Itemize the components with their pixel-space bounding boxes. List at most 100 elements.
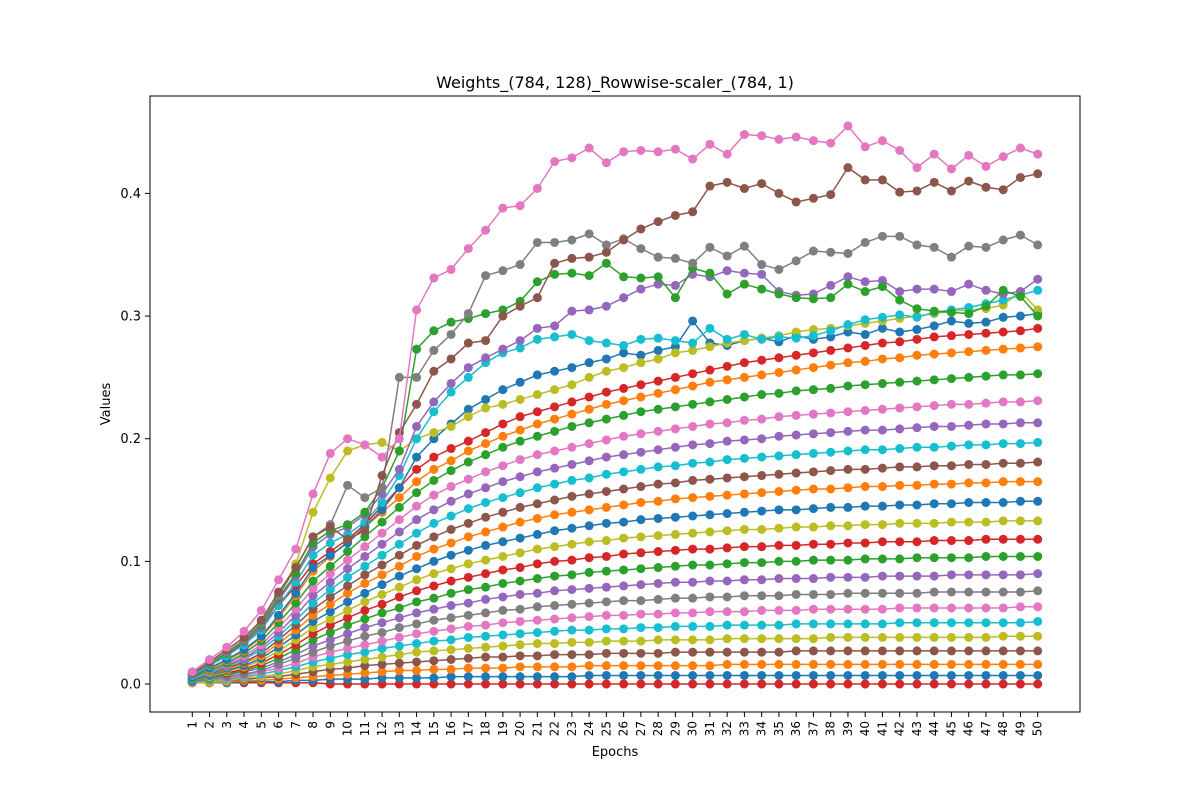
- data-point: [964, 347, 974, 357]
- data-point: [791, 589, 801, 599]
- data-point: [394, 434, 404, 444]
- data-point: [343, 547, 353, 557]
- data-point: [1015, 458, 1025, 468]
- data-point: [412, 540, 422, 550]
- data-point: [377, 636, 387, 646]
- data-point: [412, 501, 422, 511]
- data-point: [619, 467, 629, 477]
- data-point: [912, 588, 922, 598]
- data-point: [429, 636, 439, 646]
- data-point: [860, 445, 870, 455]
- data-point: [895, 287, 905, 297]
- data-point: [343, 643, 353, 653]
- data-point: [429, 532, 439, 542]
- data-point: [567, 235, 577, 245]
- data-point: [256, 605, 266, 615]
- series-group: [187, 121, 1043, 689]
- data-point: [550, 556, 560, 566]
- data-point: [636, 334, 646, 344]
- data-point: [567, 397, 577, 407]
- data-point: [877, 588, 887, 598]
- data-point: [670, 545, 680, 555]
- data-point: [636, 429, 646, 439]
- data-point: [584, 305, 594, 315]
- data-point: [860, 670, 870, 680]
- data-point: [515, 301, 525, 311]
- data-point: [774, 431, 784, 441]
- data-point: [791, 522, 801, 532]
- data-point: [860, 340, 870, 350]
- data-point: [584, 650, 594, 660]
- data-point: [256, 615, 266, 625]
- data-point: [601, 354, 611, 364]
- data-point: [619, 549, 629, 559]
- data-point: [877, 520, 887, 530]
- data-point: [722, 607, 732, 617]
- data-point: [722, 670, 732, 680]
- x-tick-label: 23: [565, 721, 579, 736]
- data-point: [377, 667, 387, 677]
- data-point: [308, 598, 318, 608]
- data-point: [394, 561, 404, 571]
- data-point: [532, 639, 542, 649]
- data-point: [705, 457, 715, 467]
- data-point: [498, 652, 508, 662]
- data-point: [739, 268, 749, 278]
- data-point: [653, 217, 663, 227]
- data-point: [532, 323, 542, 333]
- data-point: [360, 440, 370, 450]
- data-point: [412, 305, 422, 315]
- data-point: [964, 570, 974, 580]
- x-tick-label: 24: [582, 721, 596, 736]
- data-point: [498, 679, 508, 689]
- data-point: [446, 387, 456, 397]
- data-point: [429, 569, 439, 579]
- data-point: [946, 570, 956, 580]
- data-point: [774, 264, 784, 274]
- data-point: [463, 643, 473, 653]
- data-point: [343, 534, 353, 544]
- data-point: [515, 260, 525, 270]
- data-point: [653, 547, 663, 557]
- data-point: [895, 571, 905, 581]
- data-point: [584, 404, 594, 414]
- data-point: [550, 426, 560, 436]
- data-point: [481, 569, 491, 579]
- data-point: [688, 560, 698, 570]
- data-point: [912, 376, 922, 386]
- data-point: [394, 673, 404, 683]
- data-point: [964, 329, 974, 339]
- series-17: [187, 516, 1043, 685]
- data-point: [429, 326, 439, 336]
- data-point: [550, 321, 560, 331]
- data-point: [946, 331, 956, 341]
- data-point: [394, 632, 404, 642]
- data-point: [705, 621, 715, 631]
- data-point: [394, 650, 404, 660]
- data-point: [895, 618, 905, 628]
- data-point: [325, 538, 335, 548]
- data-point: [877, 338, 887, 348]
- data-point: [463, 672, 473, 682]
- data-point: [498, 477, 508, 487]
- data-point: [550, 479, 560, 489]
- data-point: [636, 636, 646, 646]
- data-point: [722, 659, 732, 669]
- data-point: [964, 459, 974, 469]
- data-point: [601, 551, 611, 561]
- data-point: [343, 480, 353, 490]
- data-point: [550, 446, 560, 456]
- data-point: [377, 599, 387, 609]
- data-point: [360, 655, 370, 665]
- data-point: [739, 489, 749, 499]
- data-point: [981, 534, 991, 544]
- data-point: [412, 629, 422, 639]
- data-point: [515, 502, 525, 512]
- data-point: [636, 580, 646, 590]
- data-point: [964, 279, 974, 289]
- data-point: [377, 471, 387, 481]
- data-point: [412, 488, 422, 498]
- data-point: [895, 537, 905, 547]
- data-point: [688, 421, 698, 431]
- data-point: [739, 329, 749, 339]
